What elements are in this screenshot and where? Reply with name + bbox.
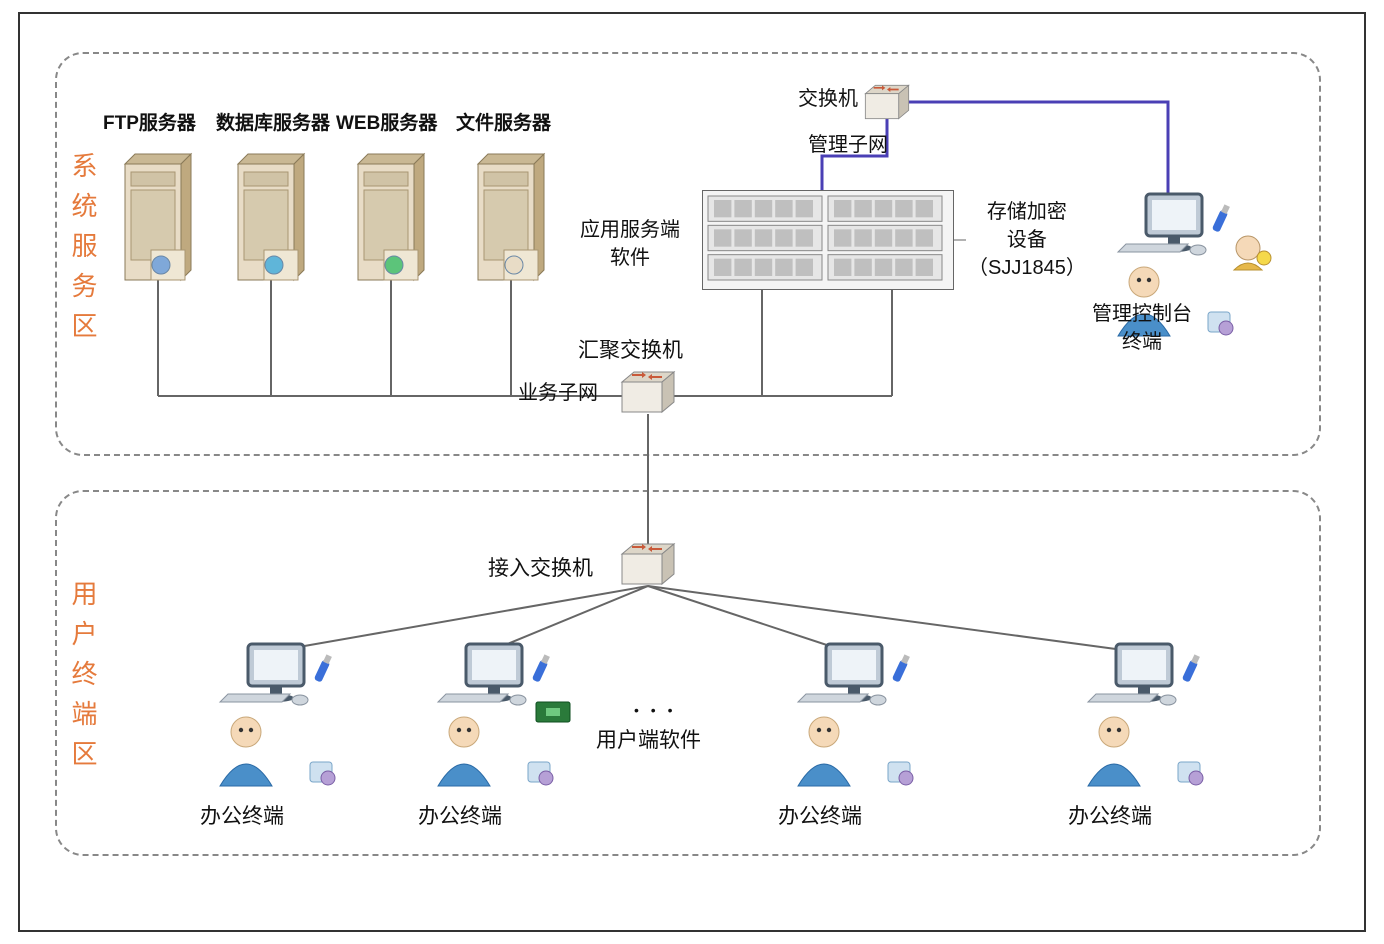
mgmt-switch-label: 交换机: [798, 82, 858, 111]
terminal-label-2: 办公终端: [778, 800, 862, 830]
ellipsis: • • •: [634, 702, 676, 718]
server-icon-1: [228, 152, 314, 287]
terminal-label-1: 办公终端: [418, 800, 502, 830]
rack-icon: [702, 190, 954, 295]
terminal-label-0: 办公终端: [200, 800, 284, 830]
client-software-label: 用户端软件: [596, 724, 701, 754]
server-header-1: 数据库服务器: [216, 108, 330, 135]
terminal-icon-1: [428, 640, 608, 795]
app-server-label: 应用服务端 软件: [580, 216, 680, 272]
terminal-label-3: 办公终端: [1068, 800, 1152, 830]
server-header-3: 文件服务器: [456, 108, 551, 135]
server-icon-2: [348, 152, 434, 287]
mgmt-console-label: 管理控制台 终端: [1092, 300, 1192, 356]
access-switch-label: 接入交换机: [488, 552, 593, 582]
server-icon-0: [115, 152, 201, 287]
agg-switch-icon: [618, 368, 678, 421]
server-icon-3: [468, 152, 554, 287]
agg-subnet-label: 业务子网: [518, 376, 598, 405]
server-header-2: WEB服务器: [336, 108, 437, 135]
access-switch-icon: [618, 540, 678, 593]
terminal-icon-3: [1078, 640, 1258, 795]
mgmt-switch-icon: [862, 82, 912, 127]
mgmt-subnet-label: 管理子网: [808, 128, 888, 157]
rack-label: 存储加密 设备 （SJJ1845）: [968, 198, 1086, 282]
zone-system-label: 系统服务区: [65, 152, 102, 352]
zone-user-label: 用户终端区: [65, 580, 102, 780]
terminal-icon-2: [788, 640, 968, 795]
agg-switch-label: 汇聚交换机: [578, 334, 683, 364]
server-header-0: FTP服务器: [103, 108, 196, 135]
terminal-icon-0: [210, 640, 390, 795]
